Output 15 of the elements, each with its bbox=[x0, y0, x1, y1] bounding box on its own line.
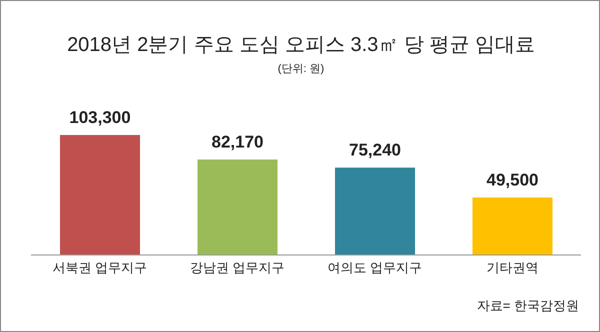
bar bbox=[472, 198, 552, 255]
x-tick-label: 강남권 업무지구 bbox=[190, 260, 285, 276]
data-label: 75,240 bbox=[349, 140, 401, 160]
chart-subtitle: (단위: 원) bbox=[276, 62, 326, 76]
bar bbox=[335, 168, 415, 255]
chart-title: 2018년 2분기 주요 도심 오피스 3.3㎡ 당 평균 임대료 bbox=[66, 33, 536, 58]
bar bbox=[60, 135, 140, 255]
data-label: 49,500 bbox=[486, 170, 538, 190]
x-tick-label: 기타권역 bbox=[486, 260, 538, 276]
bar bbox=[198, 160, 278, 255]
data-label: 82,170 bbox=[212, 132, 264, 152]
x-tick-label: 여의도 업무지구 bbox=[327, 260, 422, 276]
data-label: 103,300 bbox=[69, 108, 131, 127]
x-tick-label: 서북권 업무지구 bbox=[52, 260, 148, 276]
text: 자료= 한국감정원 bbox=[476, 297, 579, 315]
